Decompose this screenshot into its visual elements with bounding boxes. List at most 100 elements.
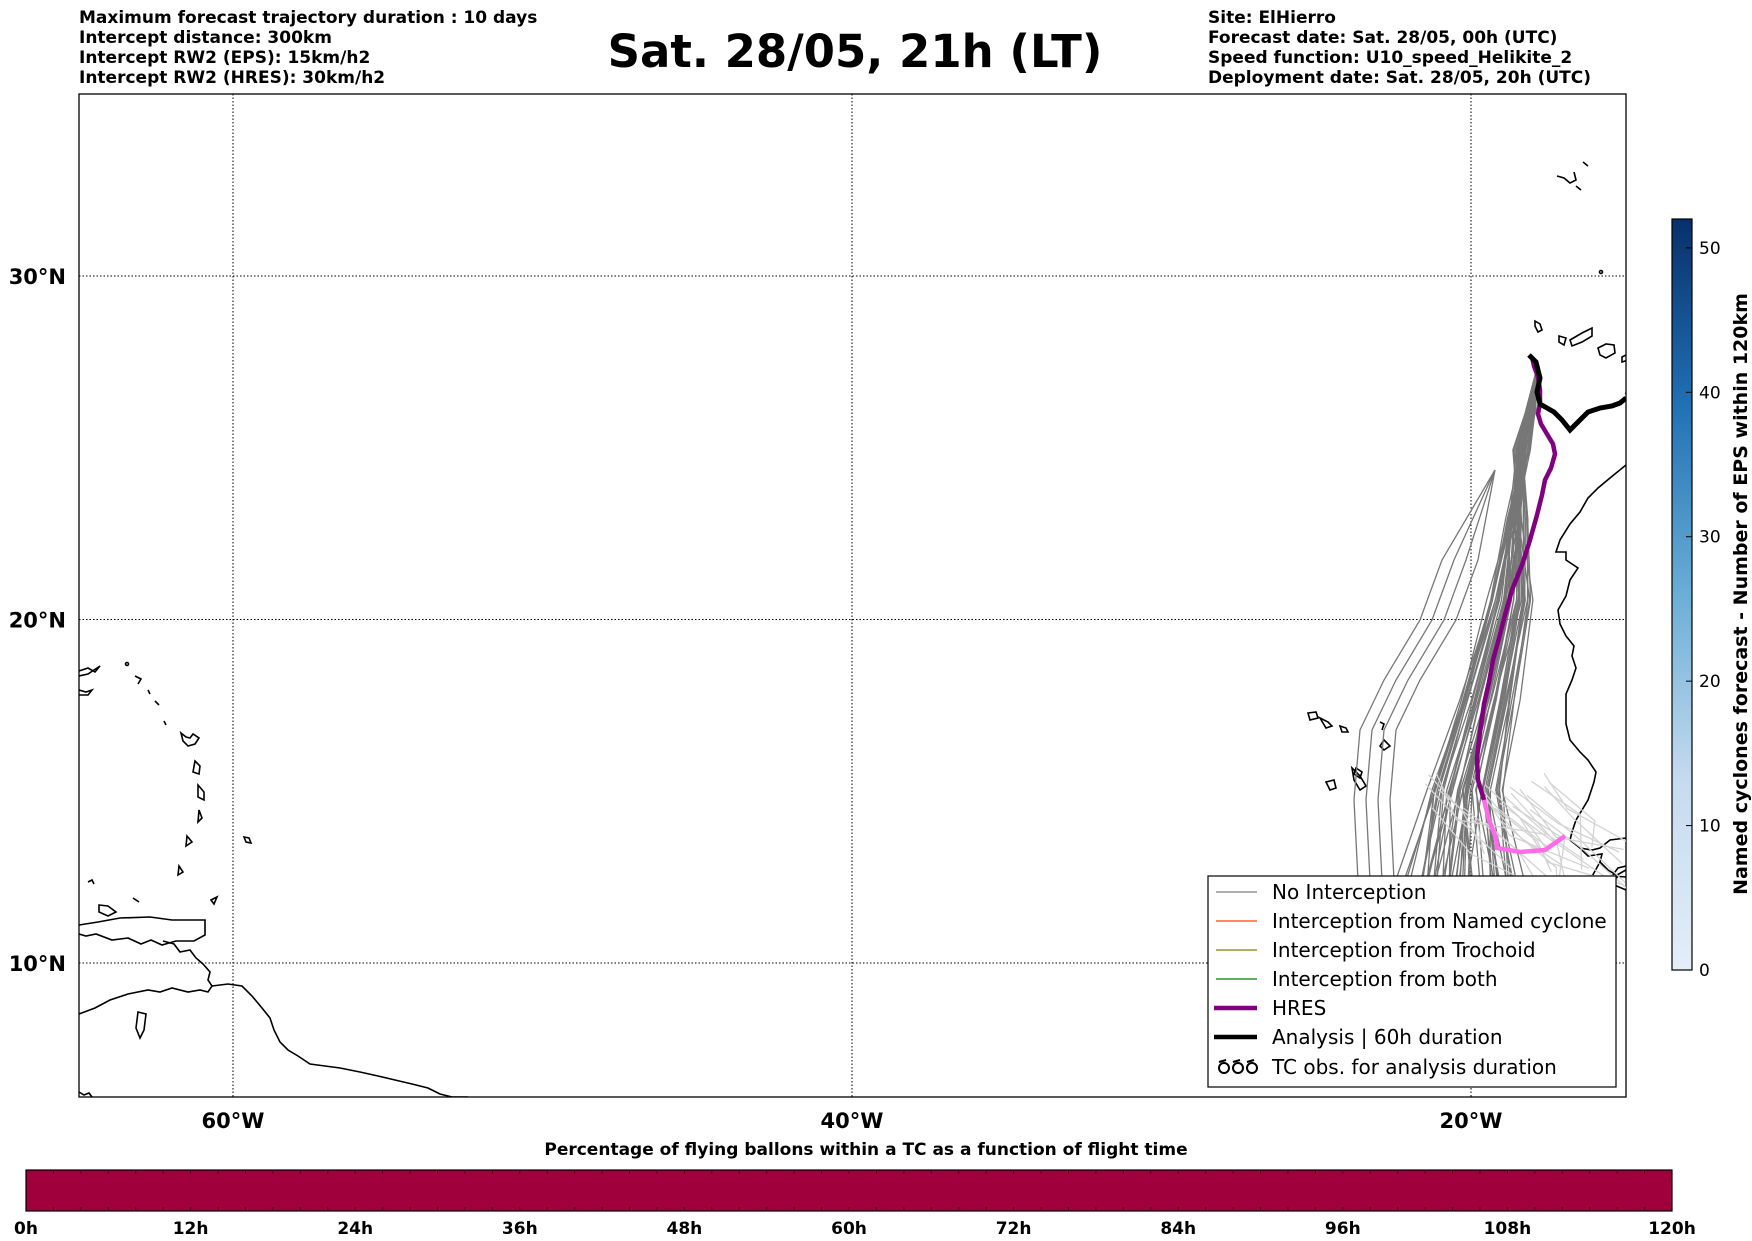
legend: No Interception Interception from Named …: [1207, 875, 1617, 1088]
info-speed-function: Speed function: U10_speed_Helikite_2: [1208, 48, 1573, 68]
legend-box: [1207, 875, 1617, 1088]
eps-trajectory-outlier: [1353, 469, 1496, 881]
eps-trajectory-late: [1484, 784, 1550, 853]
time-bar-label: 96h: [1325, 1219, 1361, 1239]
eps-trajectory-late: [1503, 795, 1584, 861]
analysis-trajectory: [1527, 353, 1626, 434]
legend-label-trochoid: Interception from Trochoid: [1272, 938, 1536, 962]
time-bar-labels: 0h 12h 24h 36h 48h 60h 72h 84h 96h 108h 120h: [14, 1219, 1696, 1239]
coast-curacao: [98, 904, 118, 917]
coast-islet: [147, 689, 151, 695]
eps-trajectory-late: [1543, 786, 1623, 864]
time-bar-label: 0h: [14, 1219, 38, 1239]
coast-cv-sao-vicente: [1317, 716, 1334, 729]
time-bar-label: 12h: [173, 1219, 209, 1239]
time-bar-segments: [52, 1170, 1646, 1211]
coast-venezuela-north: [79, 916, 206, 946]
info-max-duration: Maximum forecast trajectory duration : 1…: [79, 8, 538, 28]
coast-islet: [124, 661, 130, 667]
coast-islet: [163, 720, 167, 726]
coast-islet: [87, 878, 95, 885]
coast-islet: [132, 897, 140, 903]
coast-st-lucia: [197, 809, 203, 825]
coast-cv-boa-vista: [1378, 738, 1392, 752]
coast-grenada: [177, 863, 185, 877]
time-bar-label: 36h: [502, 1219, 538, 1239]
eps-trajectory-late: [1509, 786, 1620, 853]
time-bar-label: 120h: [1648, 1219, 1696, 1239]
coast-cape-bojador: [1624, 391, 1626, 394]
forecast-parameters: Site: ElHierro Forecast date: Sat. 28/05…: [1208, 8, 1591, 88]
coast-cv-sal: [1379, 721, 1385, 731]
coast-gomera: [1558, 334, 1567, 347]
coast-barbados: [242, 835, 253, 845]
latitude-label: 30°N: [9, 265, 66, 289]
info-intercept-hres: Intercept RW2 (HRES): 30km/h2: [79, 68, 386, 88]
legend-label-tc-obs: TC obs. for analysis duration: [1271, 1055, 1557, 1079]
eps-trajectory-late: [1435, 772, 1547, 836]
eps-trajectory-outlier: [1365, 469, 1496, 881]
coast-venezuela-east: [79, 940, 213, 1015]
longitude-label: 60°W: [202, 1109, 265, 1133]
eps-trajectories: [1353, 354, 1626, 920]
time-bar-title: Percentage of flying ballons within a TC…: [544, 1140, 1187, 1160]
coast-azores-group: [1556, 171, 1577, 184]
info-forecast-date: Forecast date: Sat. 28/05, 00h (UTC): [1208, 28, 1558, 48]
coast-fuerteventura: [1621, 354, 1626, 364]
longitude-label: 20°W: [1440, 1109, 1503, 1133]
eps-trajectory-late: [1519, 788, 1624, 851]
coastline-caribbean: [79, 661, 468, 1097]
eps-trajectory-late: [1431, 807, 1531, 884]
coast-virgin-islands: [134, 675, 143, 685]
eps-trajectory: [1498, 354, 1537, 889]
colorbar-tick-label: 30: [1699, 528, 1721, 548]
coast-cv-santo-antao: [1306, 711, 1320, 721]
eps-trajectory: [1501, 354, 1537, 901]
map-title: Sat. 28/05, 21h (LT): [607, 25, 1103, 78]
longitude-label: 40°W: [821, 1109, 884, 1133]
time-bar: [25, 1169, 1673, 1212]
hres-trajectory-late: [1481, 799, 1567, 855]
latitude-label: 10°N: [9, 952, 66, 976]
tc-symbol-icon: [1218, 1059, 1258, 1074]
colorbar-tick-label: 50: [1699, 239, 1721, 259]
eps-trajectory-late: [1499, 802, 1566, 882]
coast-guadeloupe: [179, 730, 201, 747]
legend-label-named-cyclone: Interception from Named cyclone: [1272, 909, 1607, 933]
coast-gran-canaria: [1597, 343, 1616, 359]
info-deployment-date: Deployment date: Sat. 28/05, 20h (UTC): [1208, 68, 1592, 88]
coast-dominica: [192, 759, 201, 776]
info-intercept-eps: Intercept RW2 (EPS): 15km/h2: [79, 48, 371, 68]
coast-la-palma: [1534, 319, 1543, 334]
coast-bijagos: [1616, 869, 1626, 876]
legend-label-analysis: Analysis | 60h duration: [1272, 1025, 1503, 1049]
coast-st-vincent: [185, 834, 194, 848]
coast-island: [135, 1011, 147, 1040]
legend-label-hres: HRES: [1272, 996, 1326, 1020]
coast-guianas: [211, 983, 468, 1097]
coast-senegal: [1569, 837, 1626, 851]
time-bar-label: 48h: [667, 1219, 703, 1239]
eps-trajectory-outlier: [1377, 469, 1496, 881]
coast-brazil: [79, 1091, 93, 1097]
eps-trajectory-outlier: [1389, 469, 1496, 881]
coast-cv-fogo: [1324, 779, 1337, 791]
coast-cv-santiago: [1350, 765, 1368, 792]
time-bar-label: 84h: [1160, 1219, 1196, 1239]
eps-trajectory-late: [1425, 783, 1513, 869]
coast-cv-sao-nicolau: [1338, 724, 1350, 733]
colorbar-tick-label: 20: [1699, 672, 1721, 692]
eps-trajectory-late: [1512, 805, 1566, 889]
latitude-labels: 30°N 20°N 10°N: [9, 265, 66, 976]
info-intercept-distance: Intercept distance: 300km: [79, 28, 332, 48]
legend-label-no-interception: No Interception: [1272, 880, 1426, 904]
eps-trajectory: [1502, 354, 1537, 908]
map-content: [79, 94, 1626, 1097]
time-bar-label: 72h: [996, 1219, 1032, 1239]
trajectory-parameters: Maximum forecast trajectory duration : 1…: [79, 8, 537, 88]
coast-tenerife: [1569, 326, 1593, 348]
eps-trajectory-late: [1531, 780, 1583, 870]
time-bar-label: 60h: [831, 1219, 867, 1239]
coast-azores-islet: [1575, 185, 1582, 191]
